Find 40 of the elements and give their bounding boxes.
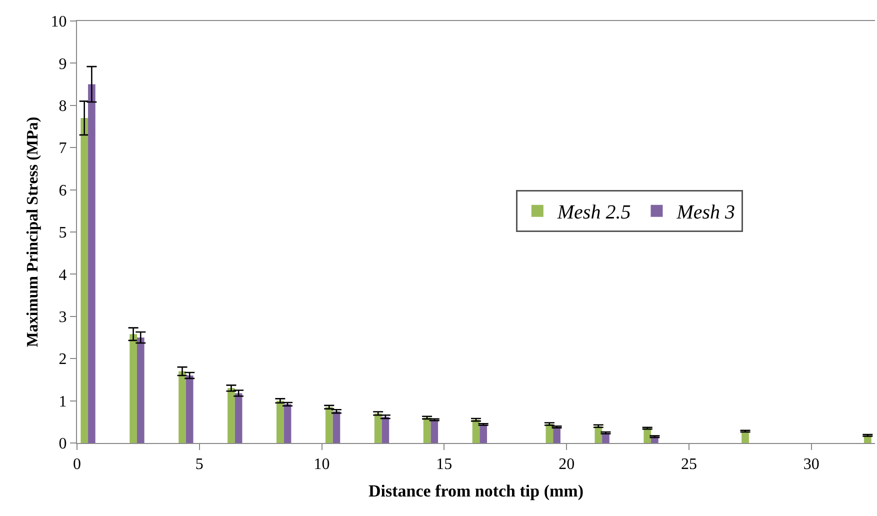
y-tick-label: 8: [58, 98, 67, 115]
bar: [136, 338, 144, 443]
y-tick-label: 3: [58, 309, 67, 326]
bar: [276, 400, 284, 443]
bar: [178, 371, 186, 443]
y-tick-label: 7: [58, 140, 67, 158]
bar: [332, 411, 340, 443]
bar: [80, 118, 88, 443]
x-tick-label: 0: [73, 456, 81, 474]
y-tick-label: 1: [58, 393, 67, 410]
bar: [480, 424, 488, 443]
x-tick-label: 20: [558, 456, 575, 474]
bar: [284, 404, 292, 443]
bar: [130, 334, 137, 443]
x-axis-title: Distance from notch tip (mm): [368, 482, 584, 501]
x-tick-label: 15: [436, 456, 452, 474]
y-axis-title: Maximum Principal Stress (MPa): [24, 116, 42, 348]
bar: [382, 416, 390, 443]
y-tick-label: 2: [58, 351, 67, 368]
y-tick-label: 0: [58, 436, 67, 453]
bar: [228, 388, 235, 443]
bar: [88, 84, 96, 443]
x-tick-label: 30: [803, 456, 820, 474]
bar: [742, 431, 749, 443]
y-tick-label: 4: [58, 266, 67, 284]
bar: [186, 375, 194, 443]
y-tick-label: 5: [58, 224, 67, 242]
bar: [234, 393, 242, 443]
x-tick-label: 25: [680, 456, 697, 474]
bar: [374, 413, 382, 443]
bar: [325, 407, 333, 443]
legend-label: Mesh 3: [676, 202, 736, 224]
bar: [430, 420, 438, 443]
x-tick-label: 10: [314, 456, 330, 474]
legend-label: Mesh 2.5: [556, 202, 631, 224]
y-tick-label: 10: [50, 14, 67, 31]
bar: [423, 418, 431, 443]
x-tick-label: 5: [195, 456, 204, 474]
y-tick-label: 6: [58, 182, 67, 200]
y-tick-label: 9: [58, 56, 67, 73]
